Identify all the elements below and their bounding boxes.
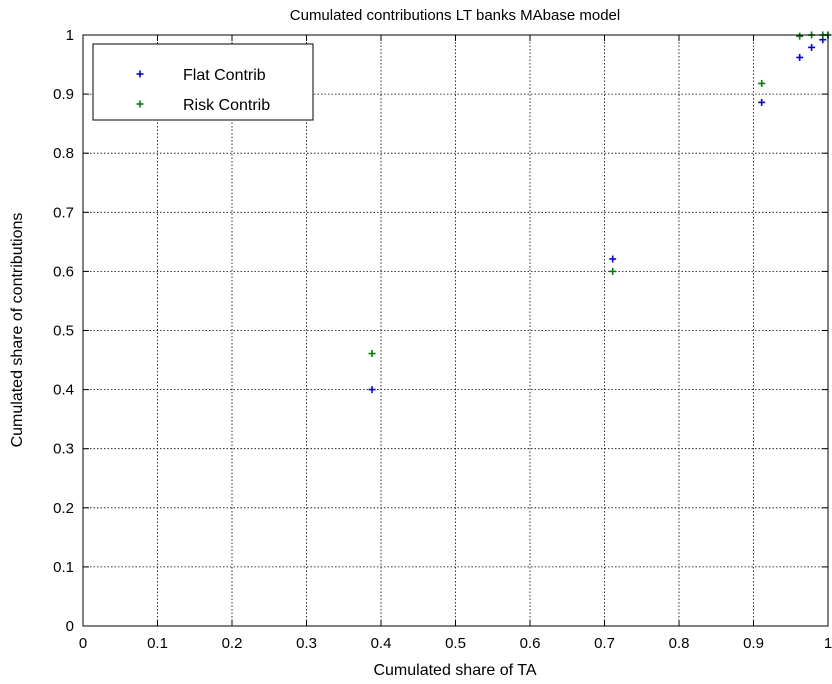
- data-point-flat: [609, 255, 617, 263]
- x-tick-label: 0.6: [520, 635, 541, 652]
- x-tick-label: 0.4: [371, 635, 392, 652]
- legend-label-risk: Risk Contrib: [183, 97, 270, 114]
- chart-title: Cumulated contributions LT banks MAbase …: [290, 7, 620, 24]
- y-tick-labels: 0 0.1 0.2 0.3 0.4 0.5 0.6 0.7 0.8 0.9 1: [53, 27, 74, 635]
- x-tick-label: 0.3: [296, 635, 317, 652]
- y-tick-label: 0.8: [53, 145, 74, 162]
- y-tick-label: 0.1: [53, 559, 74, 576]
- x-tick-label: 0: [79, 635, 87, 652]
- y-tick-label: 0: [66, 618, 74, 635]
- x-tick-label: 0.2: [222, 635, 243, 652]
- y-tick-label: 1: [66, 27, 74, 44]
- legend-box: [92, 43, 314, 121]
- x-tick-label: 0.1: [147, 635, 168, 652]
- data-point-risk: [796, 32, 804, 40]
- data-point-flat: [796, 53, 804, 61]
- legend-marker-risk: [136, 100, 144, 108]
- x-tick-label: 0.8: [669, 635, 690, 652]
- y-tick-label: 0.2: [53, 500, 74, 517]
- legend: Flat Contrib Risk Contrib: [92, 43, 314, 121]
- legend-markers: [136, 70, 144, 108]
- y-tick-label: 0.4: [53, 382, 74, 399]
- x-tick-label: 1: [824, 635, 832, 652]
- x-tick-label: 0.7: [594, 635, 615, 652]
- x-tick-labels: 0 0.1 0.2 0.3 0.4 0.5 0.6 0.7 0.8 0.9 1: [79, 635, 832, 652]
- data-point-flat: [368, 386, 376, 394]
- plot-frame: [82, 34, 829, 627]
- y-axis-label: Cumulated share of contributions: [9, 213, 26, 448]
- data-point-risk: [758, 79, 766, 87]
- y-tick-label: 0.5: [53, 323, 74, 340]
- x-tick-label: 0.5: [445, 635, 466, 652]
- data-point-risk: [368, 350, 376, 358]
- x-axis-label: Cumulated share of TA: [373, 662, 536, 679]
- y-tick-label: 0.9: [53, 86, 74, 103]
- data-point-flat: [808, 43, 816, 51]
- data-point-risk: [609, 267, 617, 275]
- x-tick-label: 0.9: [743, 635, 764, 652]
- legend-label-flat: Flat Contrib: [183, 67, 266, 84]
- data-point-flat: [758, 98, 766, 106]
- y-tick-label: 0.3: [53, 441, 74, 458]
- grid-lines: [83, 35, 828, 626]
- y-tick-label: 0.7: [53, 204, 74, 221]
- y-tick-label: 0.6: [53, 263, 74, 280]
- legend-marker-flat: [136, 70, 144, 78]
